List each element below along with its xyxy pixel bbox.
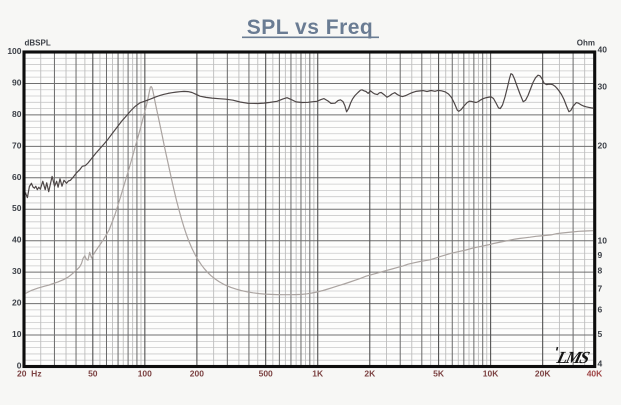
svg-text:90: 90: [12, 77, 22, 87]
svg-text:200: 200: [190, 369, 204, 379]
svg-text:5K: 5K: [433, 369, 445, 379]
svg-text:100: 100: [7, 46, 21, 56]
svg-text:10K: 10K: [483, 369, 499, 379]
svg-text:LMS: LMS: [554, 348, 591, 367]
svg-text:0: 0: [17, 361, 22, 371]
svg-text:20K: 20K: [535, 369, 551, 379]
svg-text:70: 70: [12, 140, 22, 150]
svg-text:100: 100: [138, 369, 152, 379]
svg-text:10: 10: [12, 329, 22, 339]
svg-text:2K: 2K: [364, 369, 376, 379]
svg-text:40: 40: [12, 235, 22, 245]
svg-text:40K: 40K: [587, 369, 603, 379]
svg-text:20 Hz: 20 Hz: [17, 369, 42, 379]
svg-text:Ohm: Ohm: [577, 39, 595, 48]
svg-text:20: 20: [598, 140, 608, 150]
svg-text:500: 500: [259, 369, 273, 379]
svg-text:40: 40: [598, 44, 608, 54]
svg-text:80: 80: [12, 109, 22, 119]
svg-text:7: 7: [598, 284, 603, 294]
svg-text:20: 20: [12, 298, 22, 308]
svg-text:1K: 1K: [312, 369, 324, 379]
svg-text:30: 30: [598, 82, 608, 92]
svg-text:10: 10: [598, 236, 608, 246]
svg-text:8: 8: [598, 266, 603, 276]
svg-text:60: 60: [12, 172, 22, 182]
svg-text:6: 6: [598, 304, 603, 314]
svg-text:dBSPL: dBSPL: [25, 39, 51, 48]
svg-text:9: 9: [598, 250, 603, 260]
svg-text:50: 50: [88, 369, 98, 379]
svg-text:SPL vs Freq: SPL vs Freq: [247, 16, 374, 39]
svg-text:30: 30: [12, 266, 22, 276]
svg-text:5: 5: [598, 329, 603, 339]
svg-text:50: 50: [12, 203, 22, 213]
svg-text:4: 4: [598, 358, 603, 368]
